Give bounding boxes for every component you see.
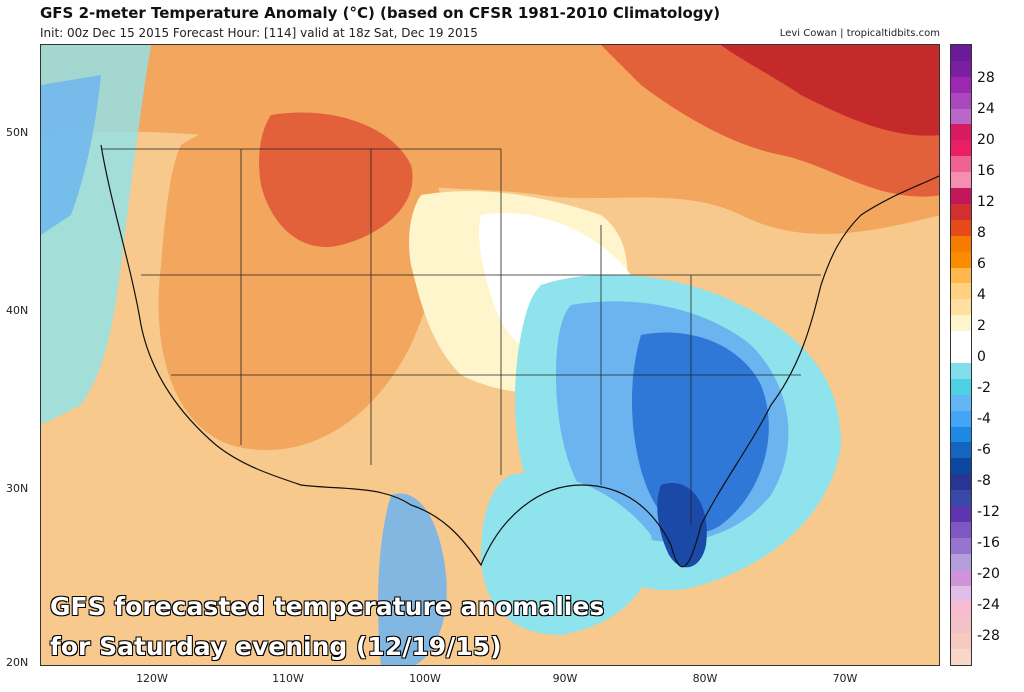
anomaly-map <box>40 44 940 666</box>
colorbar-segment <box>951 124 971 141</box>
colorbar-segment <box>951 458 971 475</box>
colorbar-segment <box>951 601 971 618</box>
colorbar-segment <box>951 299 971 316</box>
map-title: GFS 2-meter Temperature Anomaly (°C) (ba… <box>40 4 721 22</box>
colorbar-segment <box>951 506 971 523</box>
colorbar-segment <box>951 60 971 78</box>
colorbar-tick-label: 2 <box>977 318 986 334</box>
caption-line-2: for Saturday evening (12/19/15) <box>50 632 502 661</box>
forecast-info: Init: 00z Dec 15 2015 Forecast Hour: [11… <box>40 26 478 40</box>
colorbar-segment <box>951 156 971 173</box>
colorbar-segment <box>951 490 971 507</box>
colorbar-segment <box>951 92 971 110</box>
cold-region-carolinas <box>631 332 769 533</box>
colorbar-tick-label: -20 <box>977 566 1000 582</box>
colorbar-segment <box>951 410 971 428</box>
colorbar-tick-label: 12 <box>977 194 995 210</box>
colorbar-segment <box>951 585 971 602</box>
colorbar-tick-label: 24 <box>977 101 995 117</box>
colorbar-segment <box>951 633 971 650</box>
colorbar-tick-label: 0 <box>977 349 986 365</box>
colorbar-segment <box>951 553 971 571</box>
lat-label: 50N <box>6 126 29 139</box>
lon-label: 80W <box>692 672 718 685</box>
colorbar-segment <box>951 394 971 412</box>
colorbar-segment <box>951 235 971 253</box>
lat-label: 40N <box>6 304 29 317</box>
state-borders <box>101 148 821 525</box>
colorbar-segment <box>951 569 971 586</box>
colorbar-segment <box>951 76 971 94</box>
lon-label: 70W <box>832 672 858 685</box>
lat-label: 20N <box>6 656 29 669</box>
colorbar-segment <box>951 172 971 189</box>
colorbar-segment <box>951 426 971 443</box>
colorbar-tick-label: -8 <box>977 473 991 489</box>
coastlines <box>100 144 939 568</box>
colorbar-segment <box>951 474 971 491</box>
colorbar-segment <box>951 108 971 125</box>
cool-region-pacific-deep <box>41 75 101 235</box>
colorbar-tick-label: -24 <box>977 597 1000 613</box>
lon-label: 120W <box>136 672 168 685</box>
cool-region-gulf <box>481 473 653 635</box>
colorbar-tick-label: -12 <box>977 504 1000 520</box>
colorbar-segment <box>951 347 971 364</box>
colorbar-segment <box>951 378 971 396</box>
colorbar-segment <box>951 362 971 380</box>
lon-label: 90W <box>552 672 578 685</box>
cool-region-mexico <box>378 493 447 665</box>
hot-region-montana <box>259 112 413 247</box>
lon-label: 110W <box>272 672 304 685</box>
colorbar-segment <box>951 521 971 539</box>
colorbar-tick-label: -6 <box>977 442 991 458</box>
colorbar-segment <box>951 617 971 634</box>
colorbar-segment <box>951 267 971 284</box>
credit-text: Levi Cowan | tropicaltidbits.com <box>779 28 940 39</box>
colorbar-segment <box>951 537 971 555</box>
colorbar-tick-label: -2 <box>977 380 991 396</box>
colorbar-segment <box>951 203 971 221</box>
colorbar-segment <box>951 315 971 332</box>
colorbar-tick-label: 20 <box>977 132 995 148</box>
colorbar <box>950 44 972 666</box>
caption-line-1: GFS forecasted temperature anomalies <box>50 592 605 621</box>
colorbar-segment <box>951 219 971 237</box>
colorbar-segment <box>951 251 971 269</box>
colorbar-tick-label: -16 <box>977 535 1000 551</box>
colorbar-tick-label: 6 <box>977 256 986 272</box>
lon-label: 100W <box>409 672 441 685</box>
colorbar-segment <box>951 331 971 348</box>
colorbar-segment <box>951 140 971 157</box>
colorbar-tick-label: -28 <box>977 628 1000 644</box>
colorbar-segment <box>951 442 971 459</box>
colorbar-segment <box>951 283 971 300</box>
colorbar-tick-label: 4 <box>977 287 986 303</box>
very-hot-region-labrador <box>721 45 939 136</box>
colorbar-segment <box>951 649 971 666</box>
colorbar-segment <box>951 188 971 205</box>
map-canvas <box>41 45 939 665</box>
lat-label: 30N <box>6 482 29 495</box>
colorbar-tick-label: 16 <box>977 163 995 179</box>
colorbar-segment <box>951 45 971 62</box>
colorbar-tick-label: -4 <box>977 411 991 427</box>
colorbar-tick-label: 8 <box>977 225 986 241</box>
colorbar-tick-label: 28 <box>977 70 995 86</box>
